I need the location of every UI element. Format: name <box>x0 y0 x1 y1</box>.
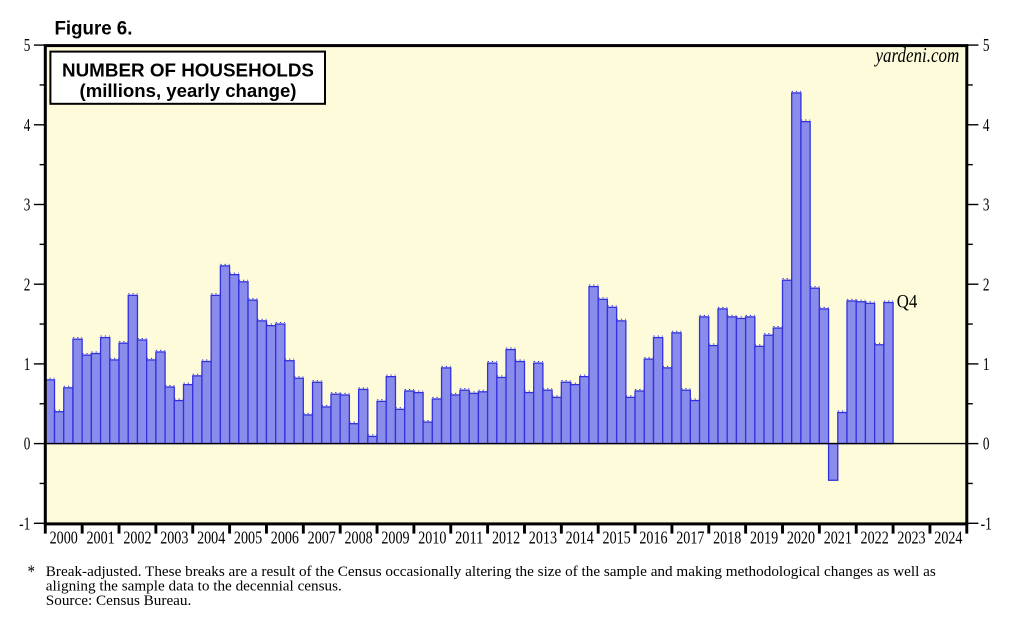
svg-text:2008: 2008 <box>345 528 373 548</box>
svg-text:5: 5 <box>24 35 31 55</box>
svg-text:4: 4 <box>24 115 31 135</box>
svg-text:0: 0 <box>983 434 990 454</box>
svg-text:yardeni.com: yardeni.com <box>874 43 959 67</box>
svg-text:2017: 2017 <box>676 528 704 548</box>
svg-text:3: 3 <box>24 195 31 215</box>
svg-text:2009: 2009 <box>381 528 409 548</box>
svg-text:2013: 2013 <box>529 528 557 548</box>
svg-text:2024: 2024 <box>934 528 962 548</box>
svg-text:2016: 2016 <box>639 528 667 548</box>
svg-text:2021: 2021 <box>824 528 852 548</box>
svg-text:2: 2 <box>983 274 990 294</box>
svg-text:2000: 2000 <box>50 528 78 548</box>
svg-text:5: 5 <box>983 35 990 55</box>
svg-text:2015: 2015 <box>603 528 631 548</box>
svg-text:2014: 2014 <box>566 528 594 548</box>
svg-text:aligning the sample data to th: aligning the sample data to the decennia… <box>46 577 342 594</box>
svg-text:2005: 2005 <box>234 528 262 548</box>
svg-text:2011: 2011 <box>455 528 483 548</box>
svg-text:2003: 2003 <box>160 528 188 548</box>
svg-text:-1: -1 <box>19 513 30 533</box>
svg-text:2020: 2020 <box>787 528 815 548</box>
svg-text:Figure 6.: Figure 6. <box>55 17 133 39</box>
svg-text:0: 0 <box>24 434 31 454</box>
svg-text:2018: 2018 <box>713 528 741 548</box>
svg-text:1: 1 <box>983 354 990 374</box>
svg-text:2007: 2007 <box>308 528 336 548</box>
svg-text:(millions, yearly change): (millions, yearly change) <box>80 80 297 101</box>
svg-text:4: 4 <box>983 115 990 135</box>
svg-text:Break-adjusted. These breaks a: Break-adjusted. These breaks are a resul… <box>46 563 936 580</box>
svg-text:2010: 2010 <box>418 528 446 548</box>
svg-text:2019: 2019 <box>750 528 778 548</box>
svg-text:Source: Census Bureau.: Source: Census Bureau. <box>46 592 192 609</box>
svg-text:2004: 2004 <box>197 528 225 548</box>
svg-text:2002: 2002 <box>123 528 151 548</box>
svg-text:2001: 2001 <box>86 528 114 548</box>
svg-text:*: * <box>28 562 35 582</box>
svg-text:2006: 2006 <box>271 528 299 548</box>
svg-text:2022: 2022 <box>861 528 889 548</box>
svg-text:Q4: Q4 <box>897 292 918 313</box>
svg-text:-1: -1 <box>981 513 992 533</box>
svg-text:2: 2 <box>24 274 31 294</box>
svg-text:3: 3 <box>983 195 990 215</box>
svg-text:1: 1 <box>24 354 31 374</box>
svg-text:2023: 2023 <box>897 528 925 548</box>
svg-text:2012: 2012 <box>492 528 520 548</box>
svg-text:NUMBER OF HOUSEHOLDS: NUMBER OF HOUSEHOLDS <box>62 60 314 81</box>
